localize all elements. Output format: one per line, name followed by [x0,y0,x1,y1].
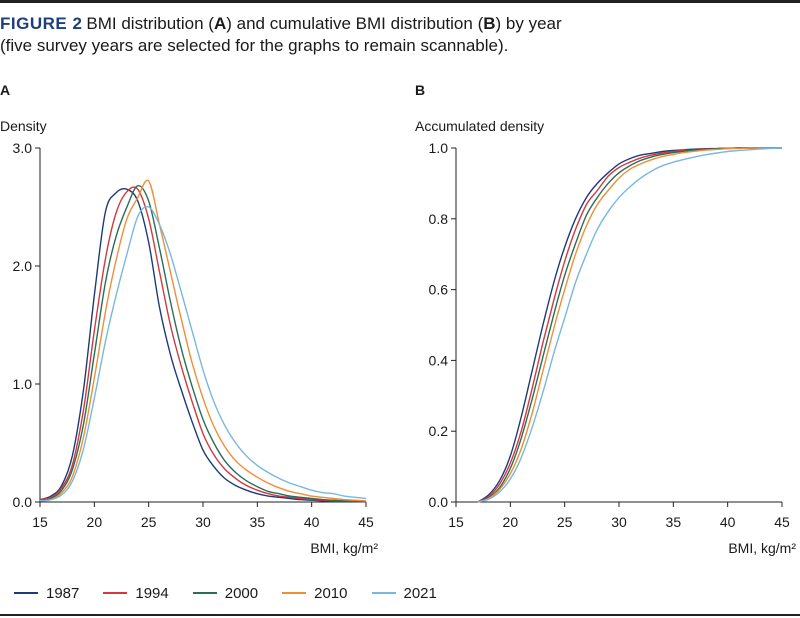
x-tick-label: 30 [195,514,211,530]
legend-swatch [371,592,396,594]
figure-title: BMI distribution (A) and cumulative BMI … [86,14,561,33]
y-tick-label: 0.4 [429,352,449,368]
x-tick-label: 45 [774,514,790,530]
y-tick-label: 0.2 [429,423,449,439]
x-tick-label: 20 [503,514,519,530]
legend-swatch [103,592,128,594]
series-line-2010 [477,147,782,503]
panel-a-chart: A Density BMI, kg/m² 0.0 1.0 2.0 3.0 15 20 25 3… [0,82,378,556]
legend-swatch [192,592,217,594]
legend-label: 2021 [403,584,437,602]
x-tick-label: 15 [32,514,48,530]
figure-label: FIGURE 2 [0,14,83,33]
legend-label: 2010 [314,584,348,602]
panel-b-chart: B Accumulated density BMI, kg/m² 0.0 0.2 0… [415,82,796,556]
series-line-2000 [477,147,782,503]
y-tick-label: 1.0 [429,140,449,156]
series-line-2021 [477,147,783,503]
x-tick-label: 15 [448,514,464,530]
y-tick-label: 0.0 [13,494,33,510]
series-line-2010 [39,179,367,502]
x-axis-title: BMI, kg/m² [728,540,796,556]
series-line-1994 [477,147,782,503]
x-axis-title: BMI, kg/m² [310,540,378,556]
legend-label: 1994 [135,584,169,602]
x-tick-label: 25 [141,514,157,530]
legend-item: 1987 [14,585,79,602]
panel-letter: A [0,82,10,98]
x-tick-label: 40 [720,514,736,530]
title-part: B [483,14,496,33]
series-line-1987 [39,188,367,503]
title-part: ) by year [495,14,562,33]
y-axis-title: Accumulated density [415,118,544,134]
legend-label: 1987 [46,584,80,602]
series-line-2021 [39,205,367,502]
title-part: ) and cumulative BMI distribution ( [226,14,484,33]
legend-item: 2010 [282,584,348,602]
figure-caption: FIGURE 2 BMI distribution (A) and cumulat… [0,13,790,57]
legend-item: 2021 [371,584,437,602]
x-tick-label: 40 [304,514,320,530]
legend-label: 2000 [224,584,259,602]
y-tick-label: 1.0 [13,376,33,392]
y-axis-title: Density [0,118,47,134]
x-tick-label: 35 [250,514,266,530]
y-tick-label: 0.8 [429,211,449,227]
series-line-1994 [39,186,367,503]
x-tick-label: 35 [666,514,682,530]
series-line-1987 [477,147,782,503]
title-part: BMI distribution ( [86,14,214,33]
top-rule [0,0,800,3]
legend-swatch [282,592,307,594]
figure-subtitle: (five survey years are selected for the … [0,36,509,55]
series-line-2000 [39,185,367,503]
x-tick-label: 20 [87,514,103,530]
title-part: A [213,14,227,33]
legend-item: 2000 [192,584,259,602]
y-tick-label: 0.6 [429,282,449,298]
y-tick-label: 2.0 [13,258,33,274]
panel-letter: B [415,82,425,98]
y-tick-label: 0.0 [429,494,449,510]
legend-swatch [14,592,38,594]
x-tick-label: 45 [358,514,374,530]
x-tick-label: 30 [611,514,627,530]
charts-canvas: A Density BMI, kg/m² 0.0 1.0 2.0 3.0 15 20 25 3… [0,82,796,556]
bottom-rule [0,614,800,616]
legend: 1987 1994 2000 2010 2021 [14,583,461,603]
legend-item: 1994 [103,584,169,602]
y-tick-label: 3.0 [13,140,33,156]
x-tick-label: 25 [557,514,573,530]
